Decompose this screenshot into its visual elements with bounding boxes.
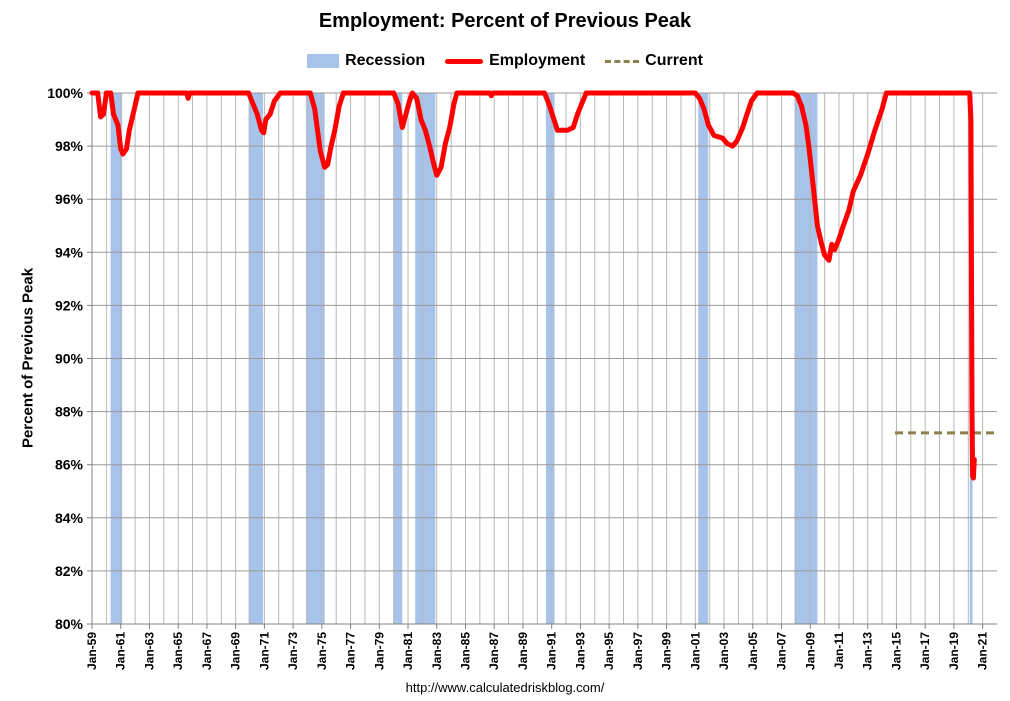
y-tick-label: 98% [55, 138, 84, 154]
chart-title: Employment: Percent of Previous Peak [318, 10, 692, 32]
x-tick-label: Jan-69 [229, 632, 243, 670]
x-tick-label: Jan-95 [602, 632, 616, 670]
x-tick-label: Jan-91 [545, 632, 559, 670]
x-tick-label: Jan-13 [861, 632, 875, 670]
x-tick-label: Jan-09 [803, 632, 817, 670]
x-tick-label: Jan-97 [631, 632, 645, 670]
x-tick-label: Jan-07 [775, 632, 789, 670]
y-tick-label: 90% [55, 351, 84, 367]
legend-swatch-recession [307, 54, 340, 68]
x-tick-label: Jan-01 [688, 632, 702, 670]
x-tick-label: Jan-99 [660, 632, 674, 670]
legend-item-current: Current [605, 52, 703, 70]
legend: Recession Employment Current [0, 50, 1010, 72]
y-tick-label: 96% [55, 191, 84, 207]
y-tick-label: 84% [55, 510, 84, 526]
y-tick-label: 88% [55, 404, 84, 420]
y-tick-label: 92% [55, 297, 84, 313]
x-tick-label: Jan-87 [487, 632, 501, 670]
x-tick-label: Jan-93 [573, 632, 587, 670]
x-tick-label: Jan-77 [344, 632, 358, 670]
x-tick-label: Jan-79 [372, 632, 386, 670]
legend-swatch-current [605, 59, 640, 63]
x-tick-label: Jan-21 [976, 632, 990, 670]
y-tick-label: 94% [55, 244, 84, 260]
legend-item-recession: Recession [307, 52, 425, 70]
x-tick-label: Jan-15 [889, 632, 903, 670]
y-tick-label: 80% [55, 616, 84, 632]
x-tick-label: Jan-11 [832, 632, 846, 670]
x-tick-label: Jan-75 [315, 632, 329, 670]
x-tick-label: Jan-81 [401, 632, 415, 670]
legend-item-employment: Employment [445, 52, 585, 70]
x-tick-label: Jan-73 [286, 632, 300, 670]
x-tick-label: Jan-71 [257, 632, 271, 670]
x-tick-label: Jan-83 [430, 632, 444, 670]
x-tick-label: Jan-19 [947, 632, 961, 670]
x-tick-label: Jan-03 [717, 632, 731, 670]
employment-line [89, 90, 977, 481]
x-tick-label: Jan-63 [142, 632, 156, 670]
y-tick-label: 82% [55, 563, 84, 579]
x-tick-label: Jan-65 [171, 632, 185, 670]
x-tick-label: Jan-61 [114, 632, 128, 670]
x-tick-label: Jan-67 [200, 632, 214, 670]
y-tick-label: 86% [55, 457, 84, 473]
x-tick-label: Jan-85 [458, 632, 472, 670]
legend-swatch-employment [445, 58, 484, 64]
source-url: http://www.calculatedriskblog.com/ [405, 680, 605, 695]
y-tick-label: 100% [47, 85, 83, 101]
legend-label-recession: Recession [345, 52, 426, 69]
x-tick-label: Jan-59 [85, 632, 99, 670]
x-tick-label: Jan-89 [516, 632, 530, 670]
x-tick-label: Jan-05 [746, 632, 760, 670]
legend-label-current: Current [645, 52, 703, 69]
x-tick-label: Jan-17 [918, 632, 932, 670]
legend-label-employment: Employment [489, 52, 586, 69]
